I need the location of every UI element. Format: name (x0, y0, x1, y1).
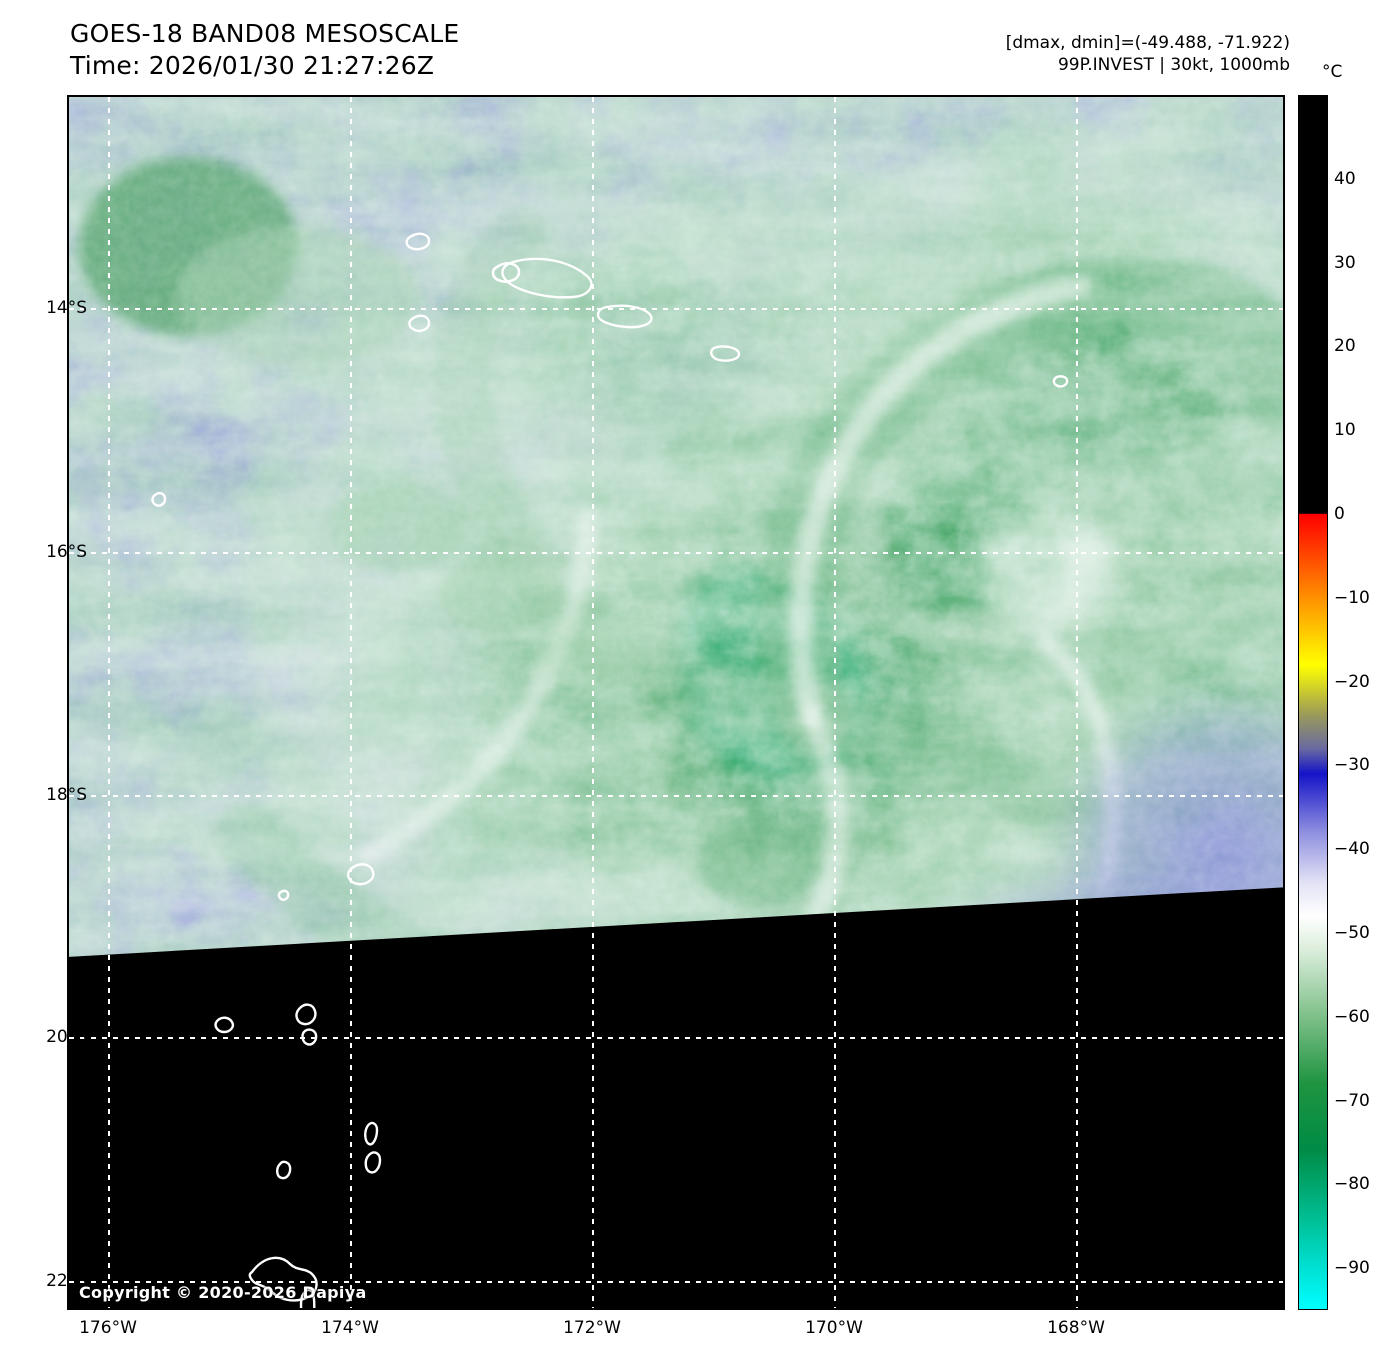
colorbar-gradient (1299, 96, 1327, 1309)
title-block: GOES-18 BAND08 MESOSCALE Time: 2026/01/3… (70, 18, 459, 82)
colorbar-tick-0: 0 (1334, 503, 1345, 524)
xtick-label: 168°W (1047, 1318, 1105, 1338)
colorbar-tick-40: 40 (1334, 168, 1356, 189)
temperature-colorbar[interactable] (1298, 95, 1328, 1310)
colorbar-tick-30: 30 (1334, 252, 1356, 273)
ytick-label: 22°S (46, 1271, 87, 1291)
colorbar-unit-label: °C (1322, 62, 1343, 82)
colorbar-tick--30: −30 (1334, 755, 1370, 776)
colorbar-tick--40: −40 (1334, 839, 1370, 860)
ytick-label: 20°S (46, 1027, 87, 1047)
xtick-label: 170°W (805, 1318, 863, 1338)
colorbar-tick--80: −80 (1334, 1174, 1370, 1195)
page-title: GOES-18 BAND08 MESOSCALE (70, 19, 460, 48)
copyright-label: Copyright © 2020-2026 Dapiya (79, 1283, 367, 1302)
timestamp-label: Time: 2026/01/30 21:27:26Z (70, 51, 435, 80)
xtick-label: 172°W (563, 1318, 621, 1338)
dmax-dmin-label: [dmax, dmin]=(-49.488, -71.922) (1005, 33, 1290, 53)
satellite-imagery (69, 97, 1283, 1308)
storm-info-label: 99P.INVEST | 30kt, 1000mb (1057, 55, 1290, 76)
colorbar-tick--70: −70 (1334, 1090, 1370, 1111)
colorbar-tick--90: −90 (1334, 1258, 1370, 1279)
metadata-block: [dmax, dmin]=(-49.488, -71.922) 99P.INVE… (1006, 32, 1290, 76)
colorbar-tick-20: 20 (1334, 336, 1356, 357)
colorbar-tick--20: −20 (1334, 671, 1370, 692)
xtick-label: 176°W (79, 1318, 137, 1338)
satellite-image-plot[interactable]: Copyright © 2020-2026 Dapiya (67, 95, 1285, 1310)
colorbar-tick--10: −10 (1334, 587, 1370, 608)
colorbar-tick--60: −60 (1334, 1006, 1370, 1027)
xtick-label: 174°W (321, 1318, 379, 1338)
ytick-label: 18°S (46, 785, 87, 805)
ytick-label: 16°S (46, 542, 87, 562)
ytick-label: 14°S (46, 298, 87, 318)
colorbar-tick--50: −50 (1334, 922, 1370, 943)
colorbar-tick-10: 10 (1334, 420, 1356, 441)
